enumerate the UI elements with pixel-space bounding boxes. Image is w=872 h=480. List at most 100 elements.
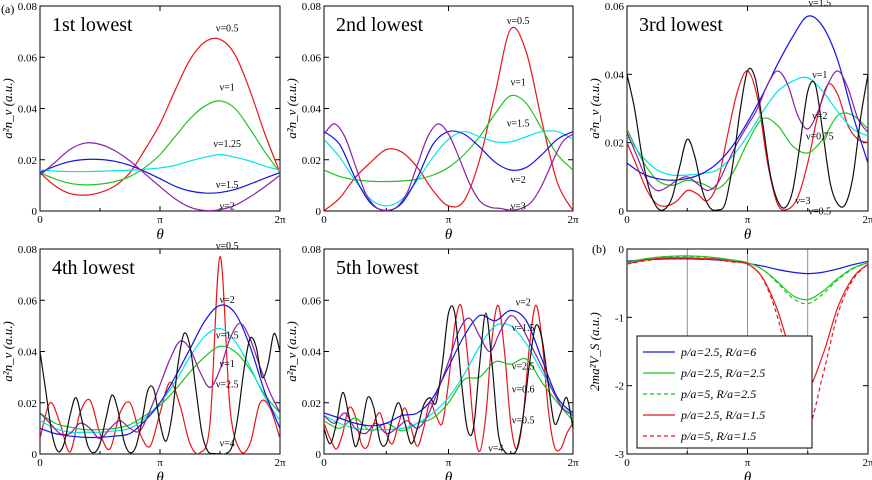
y-tick-label: 0.08 <box>302 1 322 13</box>
x-tick-label: π <box>157 457 163 469</box>
y-tick-label: 0.08 <box>302 244 322 256</box>
x-axis-label: θ <box>445 227 453 243</box>
y-tick-label: 0.02 <box>302 155 321 167</box>
x-tick-label: 2π <box>862 457 872 469</box>
series-annotation: ν=1.5 <box>216 331 239 342</box>
series-line <box>324 305 573 454</box>
x-tick-label: π <box>745 457 751 469</box>
series-line <box>40 327 280 434</box>
y-tick-label: 0 <box>316 206 322 218</box>
series-line <box>324 130 573 207</box>
chart-panel-2: 0 π 2π 0 0.02 0.04 0.06 0.08 θ a²n_ν (a.u.) 2nd lo… <box>284 1 579 243</box>
series-line <box>627 76 868 177</box>
y-tick-label: 0.08 <box>18 244 38 256</box>
series-annotation: ν=2 <box>220 295 235 306</box>
y-tick-label: 0.06 <box>18 52 38 64</box>
series-annotation: ν=1.5 <box>808 0 831 9</box>
legend-label: p/a=2.5, R/a=1.5 <box>680 408 765 422</box>
y-tick-label: 0.06 <box>302 52 322 64</box>
y-axis-label: 2ma²V_S (a.u.) <box>587 312 602 391</box>
series-line <box>627 15 868 181</box>
chart-panel-5: 0 π 2π 0 0.02 0.04 0.06 0.08 θ a²n_ν (a.u.) 5th lo… <box>284 244 579 480</box>
legend-box <box>636 335 813 449</box>
series-line <box>324 315 573 435</box>
series-line <box>324 303 573 453</box>
x-tick-label: 0 <box>321 214 327 226</box>
series-line <box>40 37 280 196</box>
series-line <box>324 94 573 183</box>
y-tick-label: 0.02 <box>302 398 321 410</box>
y-tick-label: -3 <box>615 449 625 461</box>
y-tick-label: -2 <box>615 381 624 393</box>
series-line <box>40 154 280 173</box>
series-line <box>40 142 280 211</box>
series-line <box>627 67 868 211</box>
series-annotation: ν=0.5 <box>507 16 530 27</box>
x-axis-label: θ <box>156 470 164 480</box>
y-tick-label: 0.06 <box>605 1 625 13</box>
series-annotation: ν=1.25 <box>213 139 241 150</box>
y-axis-label: a²n_ν (a.u.) <box>284 321 299 382</box>
series-annotation: ν=1 <box>812 70 827 81</box>
series-annotation: ν=2.5 <box>512 361 535 372</box>
y-tick-label: 0 <box>32 449 38 461</box>
series-line <box>40 158 280 194</box>
series-group <box>627 255 868 428</box>
chart-panel-6: 0 π 2π -3 -2 -1 0 θ 2ma²V_S (a.u.) p/a=2.5, R/a=6… <box>587 244 872 480</box>
y-tick-label: -1 <box>615 312 624 324</box>
x-tick-label: π <box>446 214 452 226</box>
y-axis-label: a²n_ν (a.u.) <box>284 78 299 139</box>
legend-label: p/a=2.5, R/a=2.5 <box>680 366 765 380</box>
series-annotation: ν=2.5 <box>216 379 239 390</box>
series-line <box>627 70 868 192</box>
legend-label: p/a=2.5, R/a=6 <box>680 345 756 359</box>
series-line <box>627 257 868 428</box>
chart-title: 5th lowest <box>336 257 419 279</box>
series-line <box>40 332 280 454</box>
series-annotation: ν=2 <box>516 297 531 308</box>
y-tick-label: 0.02 <box>18 398 37 410</box>
x-axis-label: θ <box>156 227 164 243</box>
series-annotation: ν=3 <box>795 196 810 207</box>
chart-title: 4th lowest <box>52 257 135 279</box>
y-tick-label: 0.04 <box>18 104 38 116</box>
x-tick-label: 0 <box>321 457 327 469</box>
series-line <box>627 258 868 275</box>
series-annotation: ν=0.6 <box>512 385 535 396</box>
x-tick-label: 2π <box>862 214 872 226</box>
x-tick-label: π <box>446 457 452 469</box>
series-annotation: ν=1 <box>220 359 235 370</box>
series-annotation: ν=2 <box>511 175 526 186</box>
series-annotation: ν=1.5 <box>507 118 530 129</box>
chart-panel-1: 0 π 2π 0 0.02 0.04 0.06 0.08 θ a²n_ν (a.u.) 1st lo… <box>0 1 286 243</box>
chart-panel-3: 0 π 2π 0 0.02 0.04 0.06 θ a²n_ν (a.u.) 3rd lowest… <box>587 0 872 243</box>
y-tick-label: 0.04 <box>302 104 322 116</box>
series-annotation: ν=0.5 <box>808 206 831 217</box>
chart-title: 3rd lowest <box>639 14 723 36</box>
y-tick-label: 0.02 <box>18 155 37 167</box>
series-annotation: ν=2 <box>812 111 827 122</box>
series-line <box>324 357 573 432</box>
y-tick-label: 0 <box>619 244 625 256</box>
series-line <box>324 309 573 427</box>
x-tick-label: 0 <box>624 457 630 469</box>
legend-label: p/a=5, R/a=2.5 <box>680 387 756 401</box>
series-annotation: ν=1.5 <box>216 180 239 191</box>
chart-panel-4: 0 π 2π 0 0.02 0.04 0.06 0.08 θ a²n_ν (a.u.) 4th lo… <box>0 241 286 480</box>
plot-frame <box>626 5 869 212</box>
y-tick-label: 0.08 <box>18 1 38 13</box>
x-tick-label: 2π <box>274 457 286 469</box>
series-annotation: ν=4 <box>488 443 503 454</box>
x-tick-label: 2π <box>567 214 579 226</box>
y-axis-label: a²n_ν (a.u.) <box>0 78 15 139</box>
y-tick-label: 0.06 <box>302 295 322 307</box>
y-tick-label: 0.04 <box>302 347 322 359</box>
y-axis-label: a²n_ν (a.u.) <box>587 78 602 139</box>
series-annotation: ν=0.5 <box>512 415 535 426</box>
series-group <box>324 26 573 211</box>
series-group <box>324 303 573 454</box>
series-annotation: ν=3 <box>511 202 526 213</box>
panel-a-label: (a) <box>1 2 14 16</box>
series-line <box>40 322 280 440</box>
series-line <box>324 123 573 211</box>
